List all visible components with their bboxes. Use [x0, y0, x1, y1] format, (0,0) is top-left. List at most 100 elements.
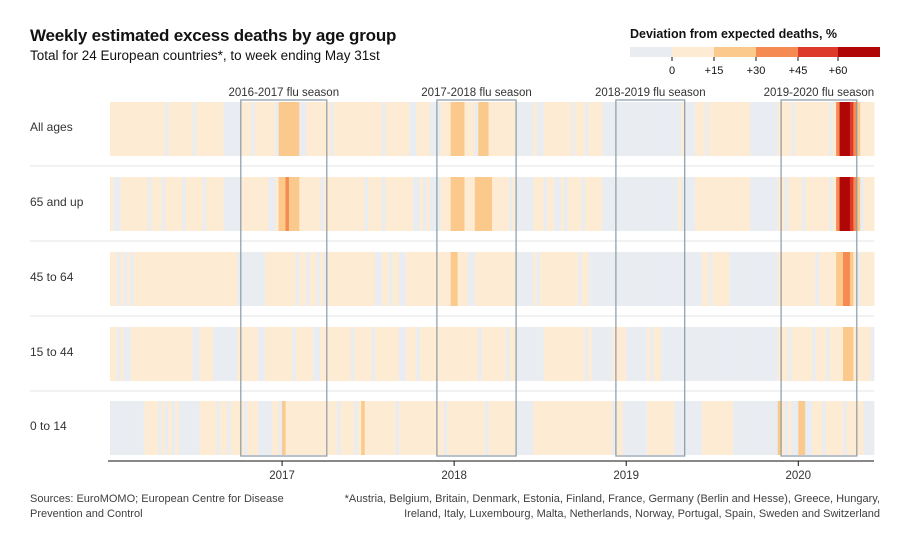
heatmap-cell — [677, 401, 682, 455]
heatmap-cell — [719, 252, 723, 306]
heatmap-cell — [836, 102, 840, 156]
heatmap-cell — [251, 252, 255, 306]
heatmap-cell — [254, 102, 259, 156]
heatmap-cell — [760, 401, 765, 455]
heatmap-cell — [257, 252, 262, 306]
heatmap-row — [110, 401, 875, 455]
heatmap-cell — [175, 401, 180, 455]
heatmap-cell — [309, 102, 314, 156]
heatmap-cell — [801, 102, 806, 156]
heatmap-cell — [137, 252, 142, 306]
heatmap-cell — [849, 102, 854, 156]
heatmap-cell — [719, 401, 723, 455]
heatmap-cell — [846, 327, 851, 381]
heatmap-cell — [853, 401, 858, 455]
heatmap-cell — [815, 177, 820, 231]
heatmap-cell — [405, 252, 410, 306]
heatmap-cell — [319, 252, 324, 306]
heatmap-cell — [436, 177, 441, 231]
heatmap-cell — [134, 177, 138, 231]
heatmap-cell — [237, 252, 242, 306]
heatmap-cell — [498, 327, 503, 381]
heatmap-cell — [695, 102, 699, 156]
heatmap-cell — [626, 327, 631, 381]
heatmap-cell — [622, 327, 627, 381]
heatmap-cell — [364, 327, 369, 381]
heatmap-cell — [553, 401, 558, 455]
heatmap-cell — [584, 102, 589, 156]
heatmap-cell — [227, 177, 231, 231]
heatmap-cell — [140, 327, 145, 381]
heatmap-cell — [292, 401, 297, 455]
heatmap-cell — [853, 327, 858, 381]
heatmap-cell — [110, 102, 114, 156]
heatmap-cell — [787, 252, 792, 306]
heatmap-cell — [605, 102, 610, 156]
heatmap-cell — [557, 327, 562, 381]
heatmap-cell — [825, 252, 830, 306]
heatmap-cell — [381, 102, 386, 156]
heatmap-cell — [192, 401, 197, 455]
heatmap-cell — [860, 252, 865, 306]
heatmap-cell — [719, 102, 723, 156]
heatmap-cell — [326, 327, 331, 381]
heatmap-cell — [440, 327, 445, 381]
heatmap-cell — [478, 327, 483, 381]
heatmap-cell — [564, 401, 569, 455]
heatmap-cell — [209, 401, 214, 455]
heatmap-cell — [261, 252, 266, 306]
heatmap-cell — [216, 327, 221, 381]
heatmap-cell — [492, 102, 496, 156]
heatmap-cell — [560, 401, 565, 455]
heatmap-cell — [636, 252, 641, 306]
heatmap-cell — [416, 401, 421, 455]
heatmap-cell — [412, 401, 417, 455]
heatmap-cell — [498, 102, 503, 156]
heatmap-cell — [739, 252, 744, 306]
heatmap-cell — [722, 401, 727, 455]
heatmap-cell — [295, 401, 300, 455]
heatmap-cell — [323, 252, 328, 306]
heatmap-cell — [746, 177, 751, 231]
heatmap-cell — [196, 401, 200, 455]
legend-swatch — [714, 47, 756, 57]
heatmap-cell — [178, 102, 183, 156]
heatmap-cell — [185, 252, 190, 306]
heatmap-cell — [595, 177, 600, 231]
heatmap-cell — [839, 102, 844, 156]
heatmap-cell — [670, 327, 675, 381]
heatmap-cell — [110, 401, 114, 455]
heatmap-cell — [657, 102, 662, 156]
heatmap-cell — [443, 252, 448, 306]
heatmap-cell — [154, 252, 159, 306]
heatmap-cell — [818, 102, 823, 156]
heatmap-cell — [137, 401, 142, 455]
heatmap-cell — [677, 252, 682, 306]
heatmap-cell — [161, 327, 166, 381]
heatmap-cell — [461, 102, 465, 156]
heatmap-cell — [423, 401, 428, 455]
heatmap-cell — [805, 252, 810, 306]
heatmap-cell — [257, 177, 262, 231]
heatmap-cell — [385, 177, 390, 231]
heatmap-cell — [337, 327, 341, 381]
heatmap-cell — [729, 102, 734, 156]
heatmap-cell — [509, 102, 514, 156]
heatmap-cell — [633, 401, 637, 455]
heatmap-cell — [547, 102, 551, 156]
heatmap-cell — [677, 327, 682, 381]
heatmap-cell — [361, 401, 366, 455]
heatmap-cell — [120, 177, 125, 231]
heatmap-cell — [326, 102, 331, 156]
heatmap-cell — [743, 401, 748, 455]
heatmap-cell — [185, 327, 190, 381]
heatmap-cell — [285, 401, 290, 455]
heatmap-cell — [313, 252, 317, 306]
heatmap-cell — [529, 177, 534, 231]
heatmap-cell — [787, 401, 792, 455]
heatmap-cell — [567, 401, 572, 455]
heatmap-cell — [233, 252, 238, 306]
heatmap-cell — [257, 327, 262, 381]
heatmap-cell — [667, 252, 672, 306]
heatmap-cell — [371, 252, 376, 306]
